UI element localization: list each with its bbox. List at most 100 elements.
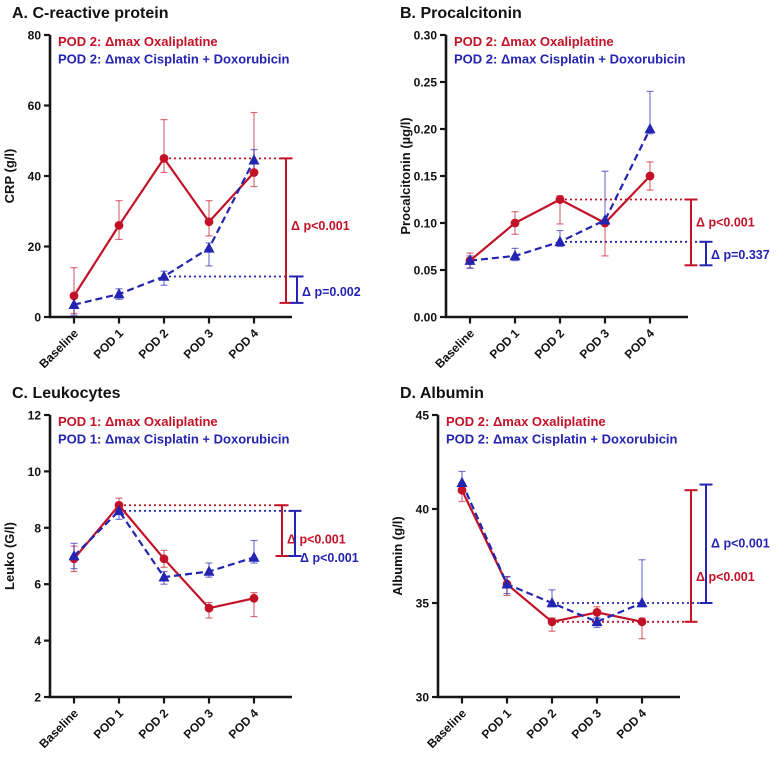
x-tick-label: Baseline	[424, 706, 469, 751]
data-point-triangle	[113, 288, 125, 299]
panel-title-crp: A. C-reactive protein	[12, 5, 169, 22]
data-point-circle	[159, 153, 169, 163]
y-tick-label: 0.25	[414, 76, 438, 90]
data-point-triangle	[554, 235, 566, 247]
x-tick-label: POD 2	[136, 326, 172, 362]
panel-crp: A. C-reactive protein 0 20 40 60 80 Baseline P…	[0, 0, 388, 380]
x-tick-label: POD 1	[487, 326, 523, 362]
y-tick-label: 8	[34, 521, 41, 535]
data-point-triangle	[113, 504, 125, 516]
data-point-triangle	[509, 249, 521, 261]
x-tick-label: Baseline	[36, 326, 81, 371]
legend-label: POD 1: Δmax Oxaliplatine	[58, 414, 218, 429]
data-point-circle	[159, 554, 169, 564]
y-tick-label: 80	[28, 29, 42, 43]
data-point-triangle	[546, 597, 558, 608]
data-point-triangle	[68, 298, 80, 309]
data-point-triangle	[248, 154, 260, 165]
chart-albumin: 30 35 40 45 Baseline POD 1 POD 2 POD 3 POD 4 Albu…	[390, 409, 770, 752]
panel-leukocytes: C. Leukocytes 2 4 6 8 10 12 Baseline POD 1 POD 2…	[0, 380, 388, 761]
legend-label: POD 2: Δmax Cisplatin + Doxorubicin	[446, 432, 678, 447]
data-point-circle	[249, 168, 259, 177]
y-tick-label: 0.30	[414, 29, 438, 43]
y-tick-label: 6	[34, 578, 41, 592]
y-tick-label: 0.15	[414, 170, 438, 184]
x-tick-label: POD 4	[614, 706, 650, 742]
x-tick-label: POD 3	[181, 326, 217, 362]
panel-title-leukocytes: C. Leukocytes	[12, 385, 121, 402]
data-point-triangle	[501, 578, 513, 589]
x-tick-label: POD 3	[577, 326, 613, 362]
p-value-label: Δ p<0.001	[287, 533, 346, 547]
y-tick-label: 0	[34, 311, 41, 325]
x-tick-label: POD 2	[524, 706, 560, 742]
p-value-label: Δ p<0.001	[696, 216, 755, 230]
axis-lines	[436, 415, 680, 699]
x-tick-label: POD 3	[569, 706, 605, 742]
p-value-label: Δ p<0.001	[696, 570, 755, 584]
data-point-circle	[547, 617, 557, 627]
data-point-triangle	[248, 551, 260, 562]
y-tick-label: 0.20	[414, 123, 438, 137]
data-point-circle	[69, 291, 79, 301]
p-value-label: Δ p<0.001	[291, 219, 350, 233]
data-point-triangle	[591, 615, 603, 627]
y-tick-label: 12	[28, 409, 42, 423]
p-value-label: Δ p=0.337	[711, 248, 770, 262]
x-tick-label: POD 2	[136, 706, 172, 742]
panel-title-procalcitonin: B. Procalcitonin	[400, 5, 522, 22]
y-tick-label: 30	[416, 691, 430, 705]
y-tick-label: 0.05	[414, 264, 438, 278]
x-tick-label: POD 4	[622, 326, 658, 362]
p-value-label: Δ p=0.002	[302, 285, 361, 299]
x-tick-label: POD 3	[181, 706, 217, 742]
legend-label: POD 2: Δmax Cisplatin + Doxorubicin	[58, 52, 290, 67]
chart-crp: 0 20 40 60 80 Baseline POD 1 POD 2 POD 3 POD 4 CRP…	[2, 29, 361, 372]
data-point-triangle	[68, 550, 80, 561]
panel-albumin: D. Albumin 30 35 40 45 Baseline POD 1 POD 2 POD…	[388, 380, 777, 761]
y-tick-label: 60	[28, 99, 42, 113]
p-value-label: Δ p<0.001	[300, 551, 359, 565]
data-point-triangle	[644, 123, 656, 134]
data-point-circle	[645, 171, 655, 181]
y-tick-label: 35	[416, 597, 430, 611]
legend-label: POD 2: Δmax Cisplatin + Doxorubicin	[454, 52, 686, 67]
y-tick-label: 40	[416, 503, 430, 517]
data-point-circle	[510, 218, 520, 228]
x-tick-label: Baseline	[432, 326, 477, 371]
data-point-triangle	[203, 242, 215, 253]
x-tick-label: POD 1	[479, 706, 515, 742]
x-tick-label: POD 2	[532, 326, 568, 362]
y-tick-label: 20	[28, 240, 42, 254]
legend-label: POD 2: Δmax Oxaliplatine	[454, 34, 614, 49]
y-tick-label: 45	[416, 409, 430, 423]
data-point-circle	[114, 220, 124, 230]
p-value-label: Δ p<0.001	[711, 536, 770, 550]
y-tick-label: 0.00	[414, 311, 438, 325]
y-tick-label: 10	[28, 465, 42, 479]
data-point-triangle	[599, 214, 611, 225]
y-tick-label: 40	[28, 170, 42, 184]
data-point-triangle	[464, 254, 476, 265]
y-tick-label: 0.10	[414, 217, 438, 231]
panel-procalcitonin: B. Procalcitonin 0.00 0.05 0.10 0.15 0.20 0.2…	[388, 0, 777, 380]
data-point-triangle	[636, 597, 648, 608]
x-tick-label: Baseline	[36, 706, 81, 751]
y-tick-label: 2	[34, 691, 41, 705]
data-point-circle	[592, 608, 602, 617]
data-point-triangle	[158, 571, 170, 582]
x-tick-label: POD 1	[91, 706, 127, 742]
x-tick-label: POD 4	[226, 706, 262, 742]
y-axis-label: Procalcitonin (µg/l)	[398, 117, 413, 234]
data-point-circle	[249, 593, 259, 603]
panel-title-albumin: D. Albumin	[400, 385, 484, 402]
data-point-triangle	[158, 270, 170, 281]
data-point-triangle	[203, 565, 215, 576]
y-axis-label: CRP (g/l)	[2, 149, 17, 204]
chart-leukocytes: 2 4 6 8 10 12 Baseline POD 1 POD 2 POD 3 POD 4 Leuk…	[2, 409, 359, 752]
data-point-circle	[457, 485, 467, 495]
data-point-circle	[204, 603, 214, 613]
data-point-triangle	[456, 476, 468, 487]
chart-procalcitonin: 0.00 0.05 0.10 0.15 0.20 0.25 0.30 Baseline POD …	[398, 29, 770, 372]
